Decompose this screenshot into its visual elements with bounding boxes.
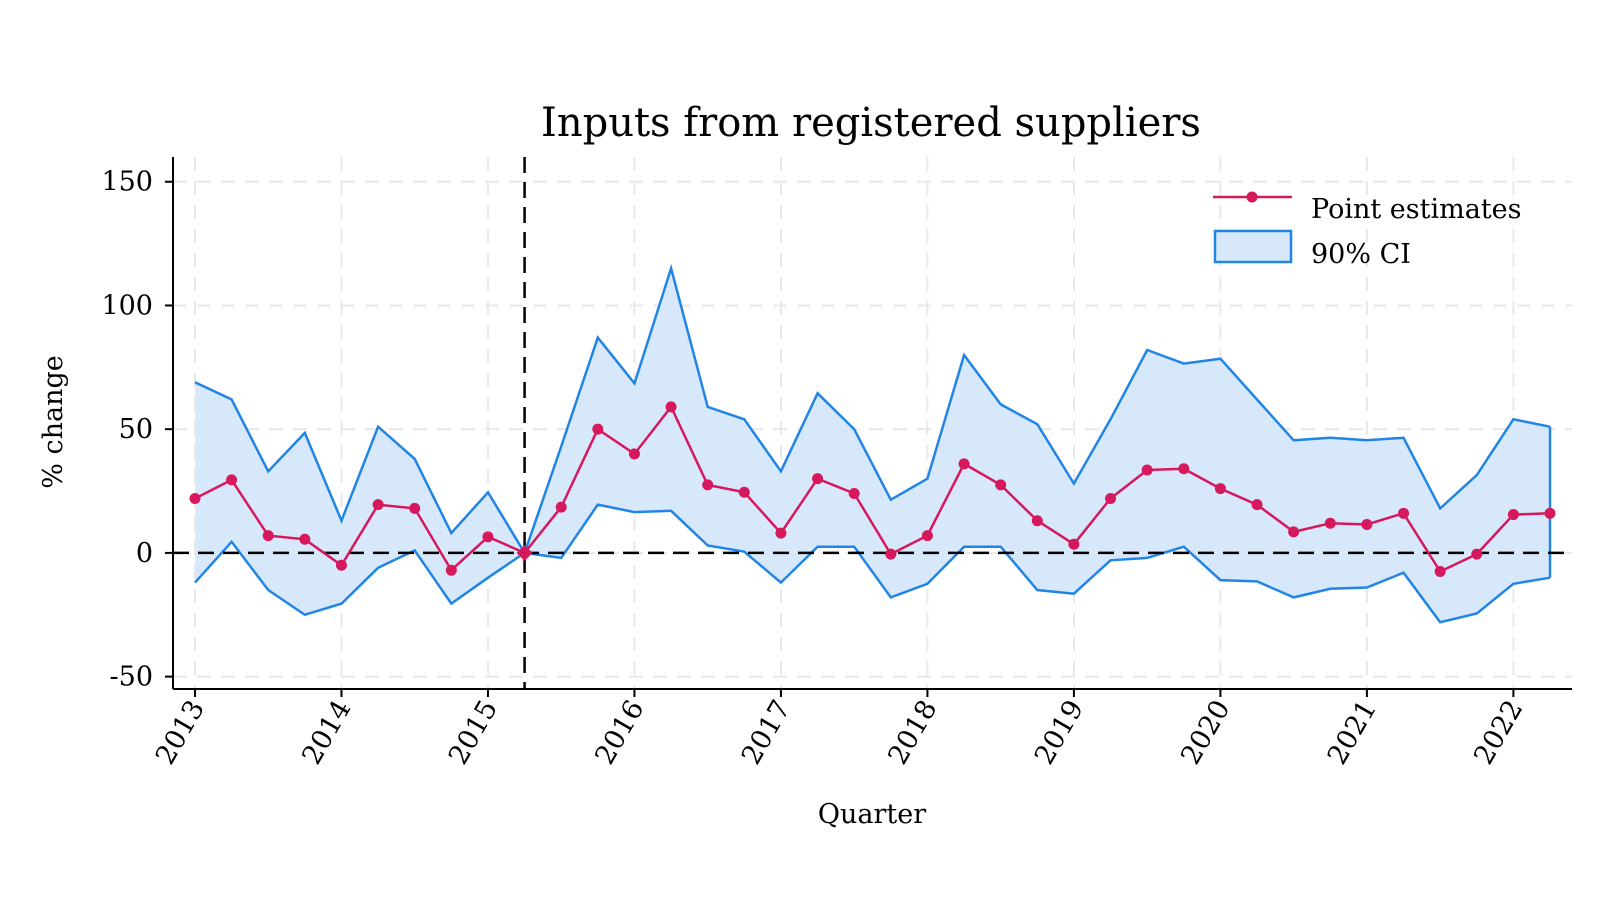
point-estimate-marker bbox=[738, 486, 750, 498]
x-ticks: 2013 2014 2015 2016 2017 2018 2019 2020 2021 2022 bbox=[150, 689, 1529, 770]
legend: Point estimates 90% CI bbox=[1213, 191, 1522, 270]
x-tick-label: 2014 bbox=[296, 695, 357, 770]
reference-period-marker bbox=[516, 544, 533, 561]
point-estimate-marker bbox=[372, 499, 384, 511]
point-estimate-marker bbox=[335, 559, 347, 571]
point-estimates-line bbox=[194, 404, 1551, 574]
point-estimate-marker bbox=[189, 492, 201, 504]
point-estimate-marker bbox=[921, 530, 933, 542]
x-tick-label: 2015 bbox=[443, 695, 504, 770]
point-estimate-marker bbox=[885, 548, 897, 560]
x-tick-label: 2013 bbox=[150, 695, 211, 770]
point-estimate-marker bbox=[1141, 464, 1153, 476]
x-tick-label: 2020 bbox=[1175, 695, 1236, 770]
legend-estimate-swatch-marker bbox=[1246, 191, 1258, 203]
point-estimate-marker bbox=[262, 530, 274, 542]
x-tick-label: 2022 bbox=[1468, 695, 1529, 770]
point-estimate-marker bbox=[1068, 538, 1080, 550]
point-estimate-marker bbox=[1544, 507, 1556, 519]
point-estimate-marker bbox=[848, 488, 860, 500]
point-estimate-marker bbox=[1251, 499, 1263, 511]
grid-lines bbox=[173, 157, 1572, 689]
y-axis-label: % change bbox=[38, 355, 69, 489]
legend-ci-label: 90% CI bbox=[1311, 239, 1411, 270]
point-estimate-marker bbox=[592, 423, 604, 435]
point-estimates-group bbox=[189, 401, 1556, 577]
point-estimate-marker bbox=[702, 479, 714, 491]
point-estimate-marker bbox=[1105, 492, 1117, 504]
point-estimate-marker bbox=[1178, 463, 1190, 475]
point-estimate-marker bbox=[482, 531, 494, 543]
legend-ci-swatch bbox=[1213, 229, 1293, 264]
legend-estimate-label: Point estimates bbox=[1311, 194, 1522, 225]
x-tick-label: 2018 bbox=[882, 695, 943, 770]
y-ticks: -50 0 50 100 150 bbox=[101, 167, 173, 693]
point-estimate-marker bbox=[1471, 548, 1483, 560]
point-estimate-marker bbox=[1434, 565, 1446, 577]
reference-lines bbox=[173, 157, 1572, 689]
x-tick-label: 2016 bbox=[589, 695, 650, 770]
point-estimate-marker bbox=[995, 479, 1007, 491]
ci-lower-line bbox=[194, 503, 1551, 624]
point-estimate-marker bbox=[1398, 507, 1410, 519]
point-estimate-marker bbox=[812, 473, 824, 485]
point-estimate-marker bbox=[299, 533, 311, 545]
ci-band-fill bbox=[195, 268, 1550, 623]
point-estimate-marker bbox=[1324, 517, 1336, 529]
point-estimate-marker bbox=[1288, 526, 1300, 538]
y-tick-label: 50 bbox=[119, 414, 153, 445]
point-estimate-marker bbox=[226, 474, 238, 486]
ci-band-group bbox=[194, 263, 1552, 624]
point-estimate-marker bbox=[445, 564, 457, 576]
point-estimate-marker bbox=[1214, 483, 1226, 495]
x-tick-label: 2017 bbox=[736, 695, 797, 770]
ci-upper-line bbox=[194, 263, 1551, 556]
point-estimate-marker bbox=[958, 458, 970, 470]
x-axis-label: Quarter bbox=[818, 799, 926, 830]
point-estimate-marker bbox=[775, 527, 787, 539]
point-estimate-marker bbox=[1507, 509, 1519, 521]
point-estimate-marker bbox=[1031, 515, 1043, 527]
y-tick-label: -50 bbox=[110, 662, 153, 693]
point-estimate-marker bbox=[1361, 518, 1373, 530]
x-tick-label: 2019 bbox=[1029, 695, 1090, 770]
x-tick-label: 2021 bbox=[1322, 695, 1383, 770]
y-tick-label: 100 bbox=[101, 290, 153, 321]
point-estimate-marker bbox=[665, 401, 677, 413]
point-estimate-marker bbox=[409, 502, 421, 514]
axes bbox=[172, 157, 1572, 690]
y-tick-label: 0 bbox=[136, 538, 153, 569]
chart-title: Inputs from registered suppliers bbox=[541, 100, 1201, 146]
point-estimate-marker bbox=[628, 448, 640, 460]
y-tick-label: 150 bbox=[101, 167, 153, 198]
point-estimate-marker bbox=[555, 501, 567, 513]
